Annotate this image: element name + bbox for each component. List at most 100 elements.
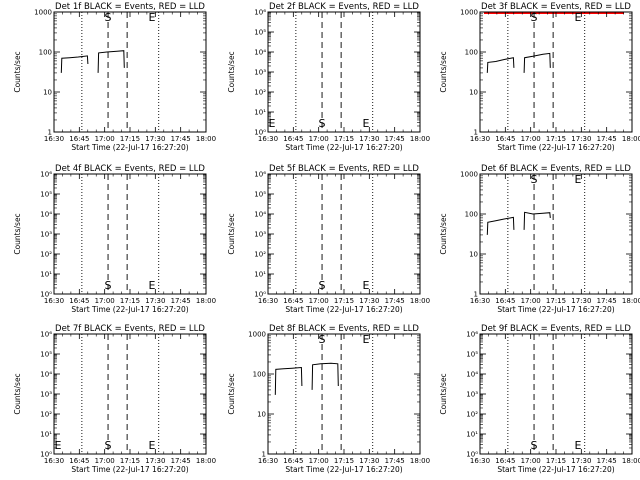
x-tick-label: 17:15 [120, 457, 140, 465]
y-tick-label: 10² [40, 411, 52, 419]
end-marker-label: E [362, 279, 369, 292]
x-tick-label: 18:00 [622, 457, 640, 465]
y-tick-label: 1 [474, 291, 478, 299]
y-tick-label: 10⁰ [254, 129, 266, 137]
x-tick-label: 16:30 [258, 135, 278, 143]
y-tick-label: 10⁴ [40, 371, 52, 379]
events-series-1 [274, 366, 303, 395]
x-tick-label: 16:45 [495, 457, 515, 465]
x-tick-label: 17:45 [385, 135, 405, 143]
end-marker-label: E [362, 117, 369, 130]
x-tick-label: 17:00 [309, 457, 329, 465]
x-tick-label: 17:30 [571, 457, 591, 465]
x-tick-label: 17:30 [145, 457, 165, 465]
start-marker-label: S [105, 439, 112, 452]
x-tick-label: 16:30 [258, 297, 278, 305]
events-series-2 [97, 50, 125, 73]
events-series-1 [60, 55, 89, 73]
plot-title: Det 7f BLACK = Events, RED = LLD [55, 324, 205, 334]
x-tick-label: 17:15 [120, 297, 140, 305]
plot-frame [53, 173, 207, 295]
y-axis-label: Counts/sec [227, 373, 236, 414]
x-axis-label: Start Time (22-Jul-17 16:27:20) [285, 465, 402, 474]
x-tick-label: 17:30 [145, 297, 165, 305]
start-marker-label: S [105, 279, 112, 292]
plot-frame [267, 173, 421, 295]
x-tick-label: 18:00 [410, 135, 430, 143]
y-tick-label: 10⁴ [254, 49, 266, 57]
x-tick-label: 16:30 [44, 135, 64, 143]
x-tick-label: 17:00 [521, 135, 541, 143]
y-tick-label: 1 [262, 451, 266, 459]
y-axis-label: Counts/sec [13, 213, 22, 254]
y-axis-label: Counts/sec [439, 51, 448, 92]
y-axis-label: Counts/sec [439, 213, 448, 254]
x-tick-label: 16:45 [69, 297, 89, 305]
x-tick-label: 17:30 [571, 135, 591, 143]
events-series-2 [523, 52, 551, 73]
y-tick-label: 10² [466, 411, 478, 419]
end-marker-label: E [148, 439, 155, 452]
y-tick-label: 10⁶ [254, 171, 266, 179]
det-9f-plot: Det 9f BLACK = Events, RED = LLD 10⁰ 10¹ 10… [439, 324, 640, 474]
y-tick-label: 10¹ [254, 271, 266, 279]
x-axis-label: Start Time (22-Jul-17 16:27:20) [285, 143, 402, 152]
y-tick-label: 10 [469, 89, 478, 97]
start-marker-label: S [105, 11, 112, 24]
events-series-2 [523, 211, 551, 230]
x-tick-label: 17:15 [546, 135, 566, 143]
y-axis-label: Counts/sec [227, 213, 236, 254]
x-axis-label: Start Time (22-Jul-17 16:27:20) [71, 465, 188, 474]
events-series-1 [486, 57, 515, 73]
end-marker-label: E [574, 173, 581, 186]
y-tick-label: 1000 [460, 171, 478, 179]
end-marker-label: E [362, 333, 369, 346]
x-axis-label: Start Time (22-Jul-17 16:27:20) [497, 143, 614, 152]
plot-frame [267, 333, 421, 455]
x-tick-label: 17:00 [309, 297, 329, 305]
x-tick-label: 17:15 [334, 457, 354, 465]
x-axis-label: Start Time (22-Jul-17 16:27:20) [71, 143, 188, 152]
x-tick-label: 16:30 [470, 457, 490, 465]
x-axis-label: Start Time (22-Jul-17 16:27:20) [497, 305, 614, 314]
plot-title: Det 6f BLACK = Events, RED = LLD [481, 164, 631, 174]
x-tick-label: 16:45 [283, 457, 303, 465]
plot-title: Det 4f BLACK = Events, RED = LLD [55, 164, 205, 174]
x-tick-label: 17:15 [120, 135, 140, 143]
y-tick-label: 10⁰ [466, 451, 478, 459]
x-tick-label: 16:45 [495, 297, 515, 305]
x-tick-label: 17:00 [521, 297, 541, 305]
x-tick-label: 17:30 [145, 135, 165, 143]
x-tick-label: 16:30 [470, 297, 490, 305]
start-marker-label: S [319, 333, 326, 346]
plot-frame [479, 11, 633, 133]
x-tick-label: 18:00 [196, 135, 216, 143]
y-tick-label: 10⁶ [466, 331, 478, 339]
det-3f-plot: Det 3f BLACK = Events, RED = LLD 1 10 100 10… [439, 2, 640, 152]
y-axis-label: Counts/sec [13, 373, 22, 414]
x-tick-label: 18:00 [196, 457, 216, 465]
x-tick-label: 17:45 [597, 457, 617, 465]
plot-frame [479, 173, 633, 295]
y-tick-label: 10⁵ [254, 191, 266, 199]
x-tick-label: 17:15 [334, 135, 354, 143]
x-tick-label: 17:15 [334, 297, 354, 305]
end-marker-label: E [148, 11, 155, 24]
det-6f-plot: Det 6f BLACK = Events, RED = LLD 1 10 100 10… [439, 164, 640, 314]
start-marker-label: S [531, 11, 538, 24]
end-marker-label: E [574, 439, 581, 452]
y-tick-label: 10³ [254, 69, 266, 77]
y-tick-label: 10² [254, 251, 266, 259]
y-tick-label: 10⁰ [40, 291, 52, 299]
x-tick-label: 17:45 [171, 457, 191, 465]
det-2f-plot: Det 2f BLACK = Events, RED = LLD 10⁰ 10¹ 10… [227, 2, 430, 152]
x-tick-label: 16:45 [283, 297, 303, 305]
end-marker-label-axis: E [55, 439, 62, 452]
y-axis-label: Counts/sec [227, 51, 236, 92]
x-tick-label: 17:45 [171, 297, 191, 305]
y-axis-label: Counts/sec [439, 373, 448, 414]
y-tick-label: 10⁴ [254, 211, 266, 219]
y-tick-label: 10⁶ [40, 331, 52, 339]
y-tick-label: 10¹ [40, 271, 52, 279]
x-tick-label: 16:45 [69, 135, 89, 143]
